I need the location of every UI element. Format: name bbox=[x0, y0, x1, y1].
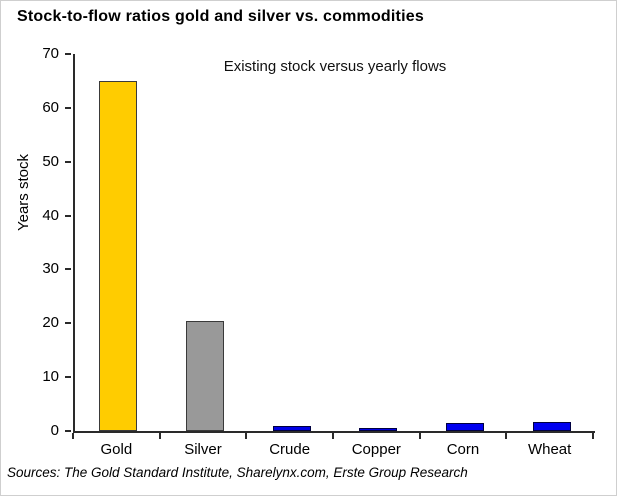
y-tick-label: 40 bbox=[42, 206, 59, 224]
x-axis-tick bbox=[72, 433, 74, 439]
x-axis-tick bbox=[245, 433, 248, 439]
x-category-label-crude: Crude bbox=[269, 441, 311, 458]
bar-crude bbox=[272, 426, 311, 431]
bar-wheat bbox=[532, 421, 571, 431]
x-category-label-wheat: Wheat bbox=[527, 441, 572, 458]
y-axis-tick bbox=[65, 106, 71, 109]
x-category-label-copper: Copper bbox=[351, 441, 401, 458]
x-axis-tick bbox=[505, 433, 508, 439]
y-tick-label: 60 bbox=[42, 98, 59, 116]
y-tick-label: 70 bbox=[42, 45, 59, 62]
x-category-label-gold: Gold bbox=[100, 441, 133, 458]
source-credit: Sources: The Gold Standard Institute, Sh… bbox=[7, 465, 468, 480]
y-axis-tick bbox=[65, 160, 71, 163]
bar-copper bbox=[359, 428, 398, 431]
bar-silver bbox=[186, 320, 224, 431]
y-tick-label: 30 bbox=[42, 260, 59, 278]
y-axis-tick bbox=[65, 214, 71, 217]
bar-corn bbox=[446, 423, 484, 431]
chart-title: Stock-to-flow ratios gold and silver vs.… bbox=[17, 8, 424, 25]
x-category-label-silver: Silver bbox=[184, 441, 222, 458]
bar-gold bbox=[99, 80, 138, 431]
chart-subtitle: Existing stock versus yearly flows bbox=[223, 58, 447, 75]
x-axis-tick bbox=[332, 433, 334, 439]
y-tick-label: 10 bbox=[42, 368, 59, 386]
x-category-label-corn: Corn bbox=[446, 441, 480, 458]
y-axis-tick bbox=[65, 268, 71, 271]
x-axis-tick bbox=[158, 433, 161, 439]
y-axis-tick bbox=[65, 430, 71, 432]
x-axis-tick bbox=[418, 433, 421, 439]
y-axis-tick bbox=[65, 53, 71, 55]
y-tick-label: 20 bbox=[42, 314, 59, 332]
x-axis-tick bbox=[592, 433, 594, 439]
y-axis-tick bbox=[65, 322, 71, 325]
y-tick-label: 0 bbox=[50, 422, 59, 439]
y-tick-label: 50 bbox=[42, 152, 59, 170]
y-axis-tick bbox=[65, 376, 71, 379]
plot-area: Existing stock versus yearly flows bbox=[73, 54, 595, 433]
